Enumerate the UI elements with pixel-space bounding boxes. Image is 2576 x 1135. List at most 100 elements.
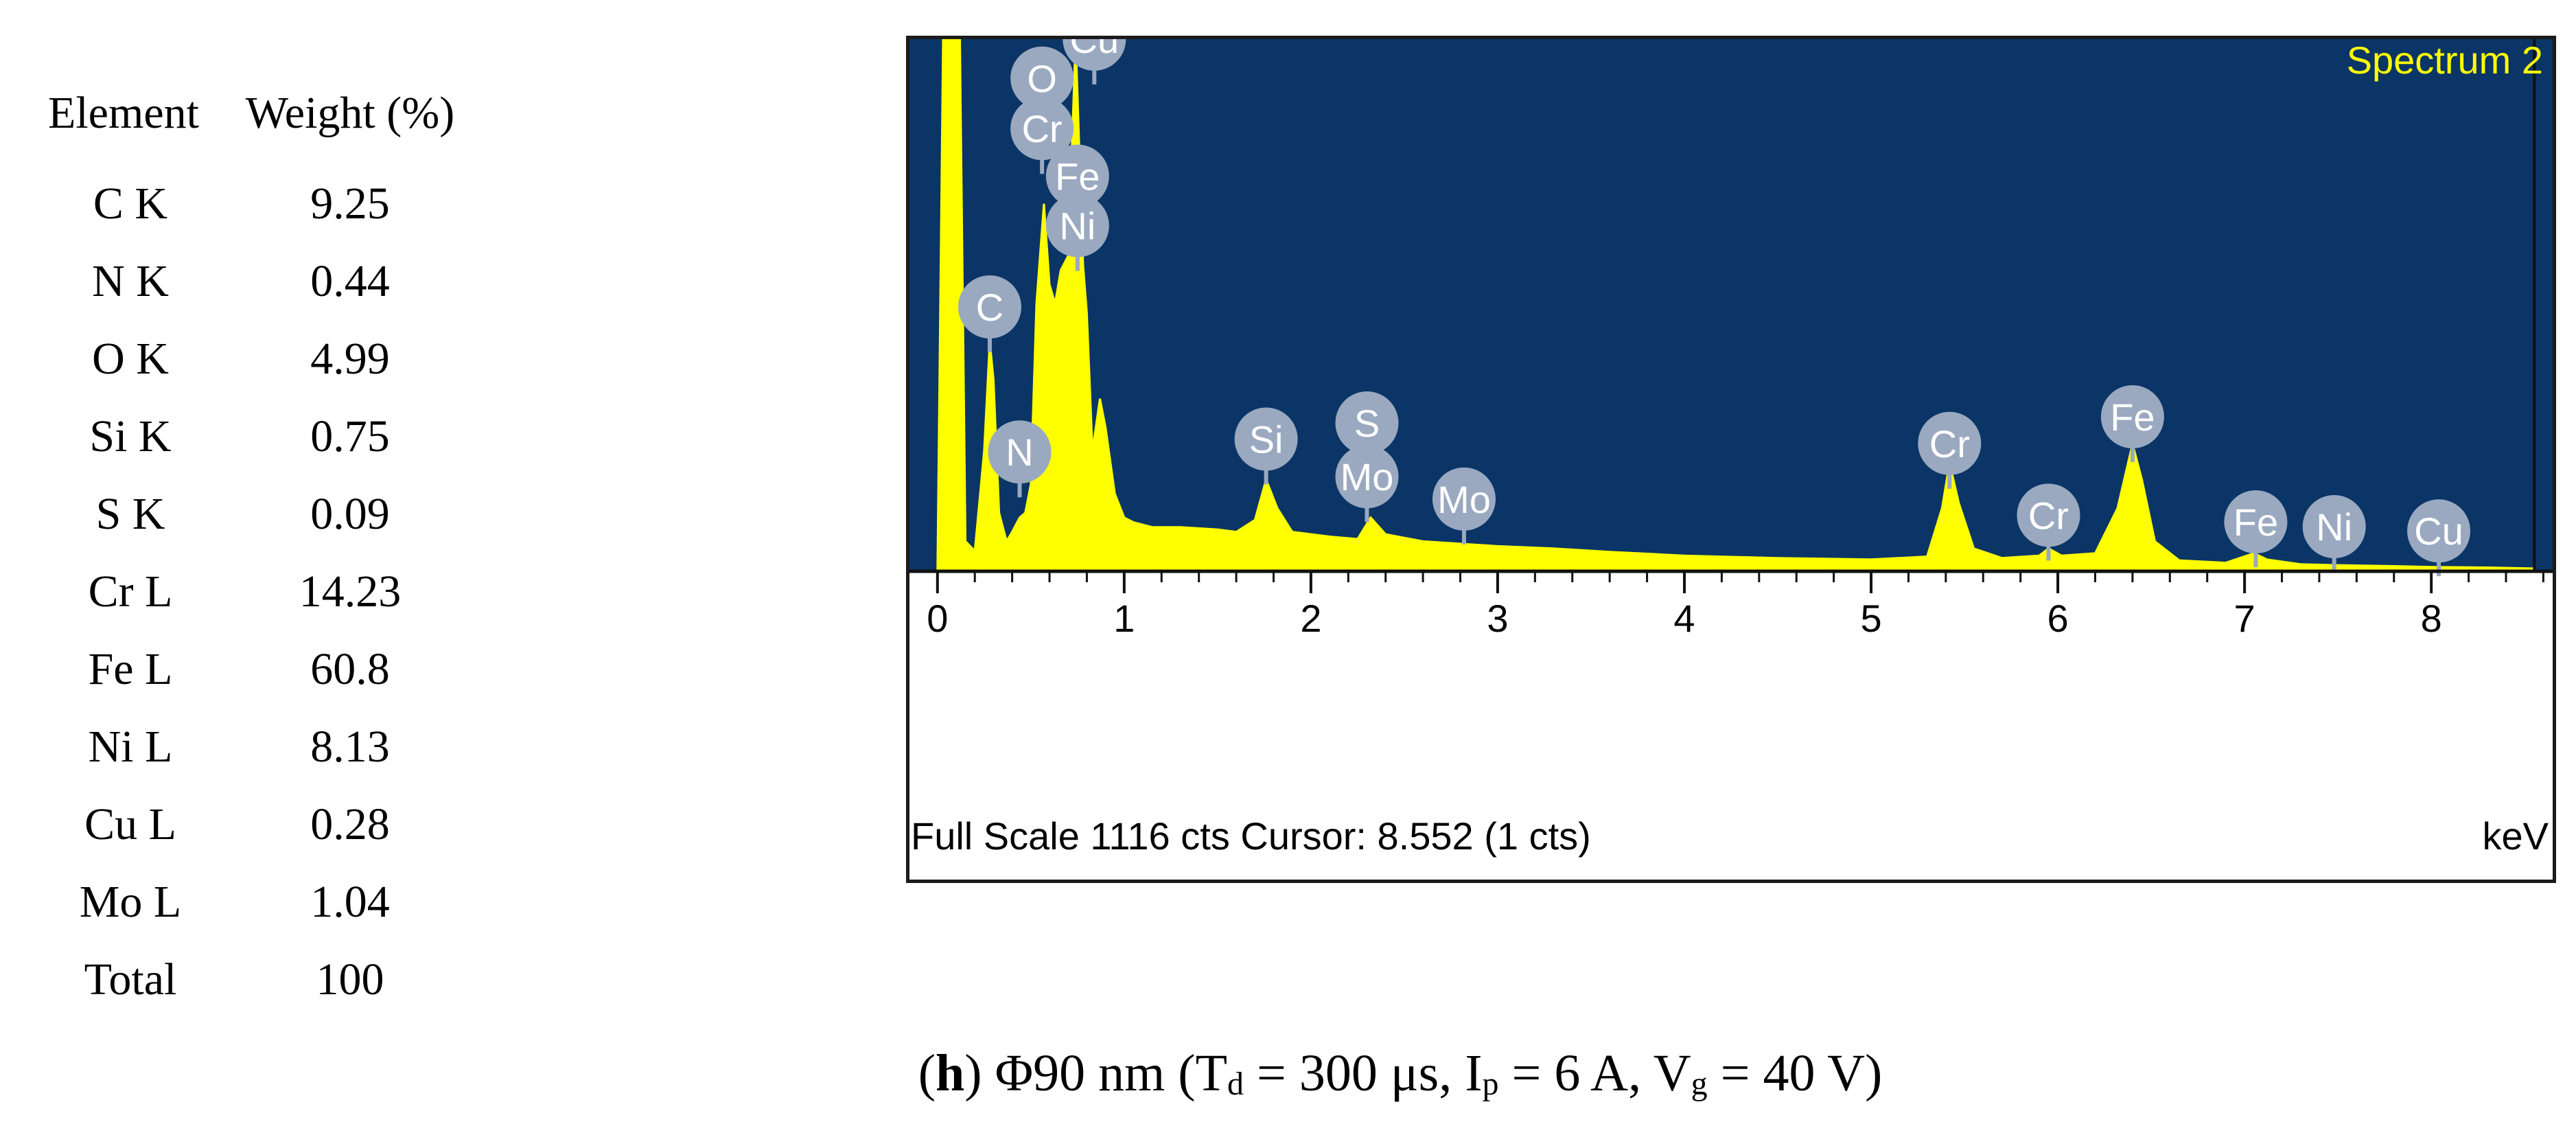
peak-label-bubble (2017, 483, 2080, 547)
figure-caption: (h) Φ90 nm (Td = 300 μs, Ip = 6 A, Vg = … (796, 1044, 2004, 1103)
peak-label-text: Mo (1437, 478, 1491, 521)
table-row: Cu L 0.28 (27, 786, 467, 863)
peak-label-bubble (1045, 144, 1109, 208)
peak-label: Fe (2100, 385, 2164, 462)
table-row: O K 4.99 (27, 320, 467, 398)
peak-label-bubble (2302, 494, 2366, 558)
x-tick-label: 8 (2421, 597, 2442, 640)
table-body: C K 9.25 N K 0.44 O K 4.99 Si K 0.75 S K 0.09 Cr L… (27, 165, 467, 1018)
element-cell: Cu L (84, 799, 176, 849)
peak-label-bubble (1234, 407, 1298, 471)
caption-open-paren: ( (918, 1044, 936, 1102)
caption-text-main: Φ90 nm (T (982, 1044, 1228, 1102)
x-axis-unit-label: keV (2483, 814, 2549, 858)
peak-label-text: N (1006, 431, 1033, 474)
element-cell: Mo L (79, 877, 182, 927)
peak-label-bubble (1432, 467, 1496, 531)
peak-label-bubble (2224, 490, 2288, 554)
weight-cell: 9.25 (310, 179, 390, 229)
peak-label-text: Cr (2028, 494, 2069, 537)
weight-cell: 0.09 (310, 489, 390, 539)
peak-label-text: S (1354, 402, 1380, 445)
weight-cell: 60.8 (310, 644, 390, 694)
eds-spectrum-chart: C N O Cr Fe Ni Cu Si S Mo Mo Cr Cr Fe Fe Ni Cu Spectrum … (906, 36, 2556, 883)
plot-background (909, 39, 2553, 570)
caption-td-value: = 300 μs, I (1244, 1044, 1483, 1102)
weight-cell: 8.13 (310, 722, 390, 772)
table-row: Si K 0.75 (27, 398, 467, 475)
caption-td-subscript: d (1227, 1066, 1244, 1102)
peak-label: Cu (1063, 39, 1126, 84)
element-cell: Total (84, 954, 177, 1005)
x-tick-label: 2 (1300, 597, 1321, 640)
table-header-row: Element Weight (%) (27, 69, 467, 158)
caption-ip-subscript: p (1482, 1066, 1499, 1102)
peak-label-text: C (976, 286, 1003, 329)
composition-table: Element Weight (%) C K 9.25 N K 0.44 O K 4.99… (27, 69, 467, 1018)
peak-label-text: O (1027, 57, 1057, 100)
x-tick-label: 0 (927, 597, 948, 640)
peak-label-text: Cr (1929, 422, 1970, 466)
element-column-header: Element (48, 88, 199, 138)
x-tick-label: 3 (1487, 597, 1508, 640)
peak-label-bubble (988, 420, 1052, 484)
peak-label-text: Ni (1059, 205, 1095, 248)
peak-label: Cr (1918, 411, 1982, 489)
peak-label: Cr (1010, 97, 1074, 174)
weight-column-header: Weight (%) (245, 88, 455, 138)
x-tick-label: 6 (2047, 597, 2069, 640)
caption-ip-value: = 6 A, V (1498, 1044, 1691, 1102)
peak-label-bubble (958, 275, 1021, 339)
peak-label-text: Si (1249, 418, 1284, 461)
element-cell: O K (92, 334, 169, 384)
element-cell: C K (93, 179, 168, 229)
peak-label: N (988, 420, 1052, 498)
peak-label-bubble (1045, 194, 1109, 257)
peak-label-bubble (1335, 445, 1399, 509)
chart-title: Spectrum 2 (2347, 39, 2543, 82)
table-row: Cr L 14.23 (27, 553, 467, 630)
peak-label: Si (1234, 407, 1298, 485)
peak-label-text: Fe (1055, 154, 1100, 198)
peak-label: Ni (1045, 194, 1109, 271)
weight-cell: 0.75 (310, 411, 390, 461)
peak-label: Mo (1335, 445, 1399, 523)
element-cell: Ni L (88, 722, 173, 772)
x-axis: 0 1 2 3 4 5 6 7 8 (909, 569, 2553, 640)
peak-label-bubble (1335, 391, 1399, 455)
peak-label: Cr (2017, 483, 2080, 561)
peak-label-text: Fe (2110, 395, 2155, 439)
weight-cell: 14.23 (299, 566, 402, 617)
table-row: Total 100 (27, 941, 467, 1018)
caption-label: h (936, 1044, 965, 1102)
x-tick-label: 4 (1673, 597, 1695, 640)
element-cell: S K (95, 489, 165, 539)
peak-label: C (958, 275, 1021, 352)
peak-label-bubble (1010, 97, 1074, 161)
status-footer: Full Scale 1116 cts Cursor: 8.552 (1 cts… (911, 814, 1591, 858)
table-row: N K 0.44 (27, 242, 467, 320)
weight-cell: 0.28 (310, 799, 390, 849)
peak-label-bubble (1918, 411, 1982, 475)
element-cell: Fe L (88, 644, 173, 694)
x-tick-label: 1 (1113, 597, 1135, 640)
peak-label-bubble (2407, 499, 2471, 563)
peak-label: S (1335, 391, 1399, 468)
peak-label-text: Cr (1022, 107, 1063, 150)
x-tick-label: 5 (1860, 597, 1881, 640)
table-row: S K 0.09 (27, 475, 467, 553)
element-cell: Si K (89, 411, 172, 461)
peak-label-bubble (1063, 39, 1126, 71)
spectrum-area (936, 39, 2536, 571)
peak-label-text: Fe (2233, 501, 2278, 544)
element-cell: N K (92, 256, 169, 306)
caption-close-paren: ) (964, 1044, 982, 1102)
weight-cell: 1.04 (310, 877, 390, 927)
peak-label-text: Cu (1070, 39, 1119, 61)
caption-vg-subscript: g (1691, 1066, 1708, 1102)
spectrum-area-group (936, 39, 2536, 571)
peak-label: Ni (2302, 494, 2366, 572)
caption-vg-value: = 40 V) (1707, 1044, 1883, 1102)
weight-cell: 0.44 (310, 256, 390, 306)
